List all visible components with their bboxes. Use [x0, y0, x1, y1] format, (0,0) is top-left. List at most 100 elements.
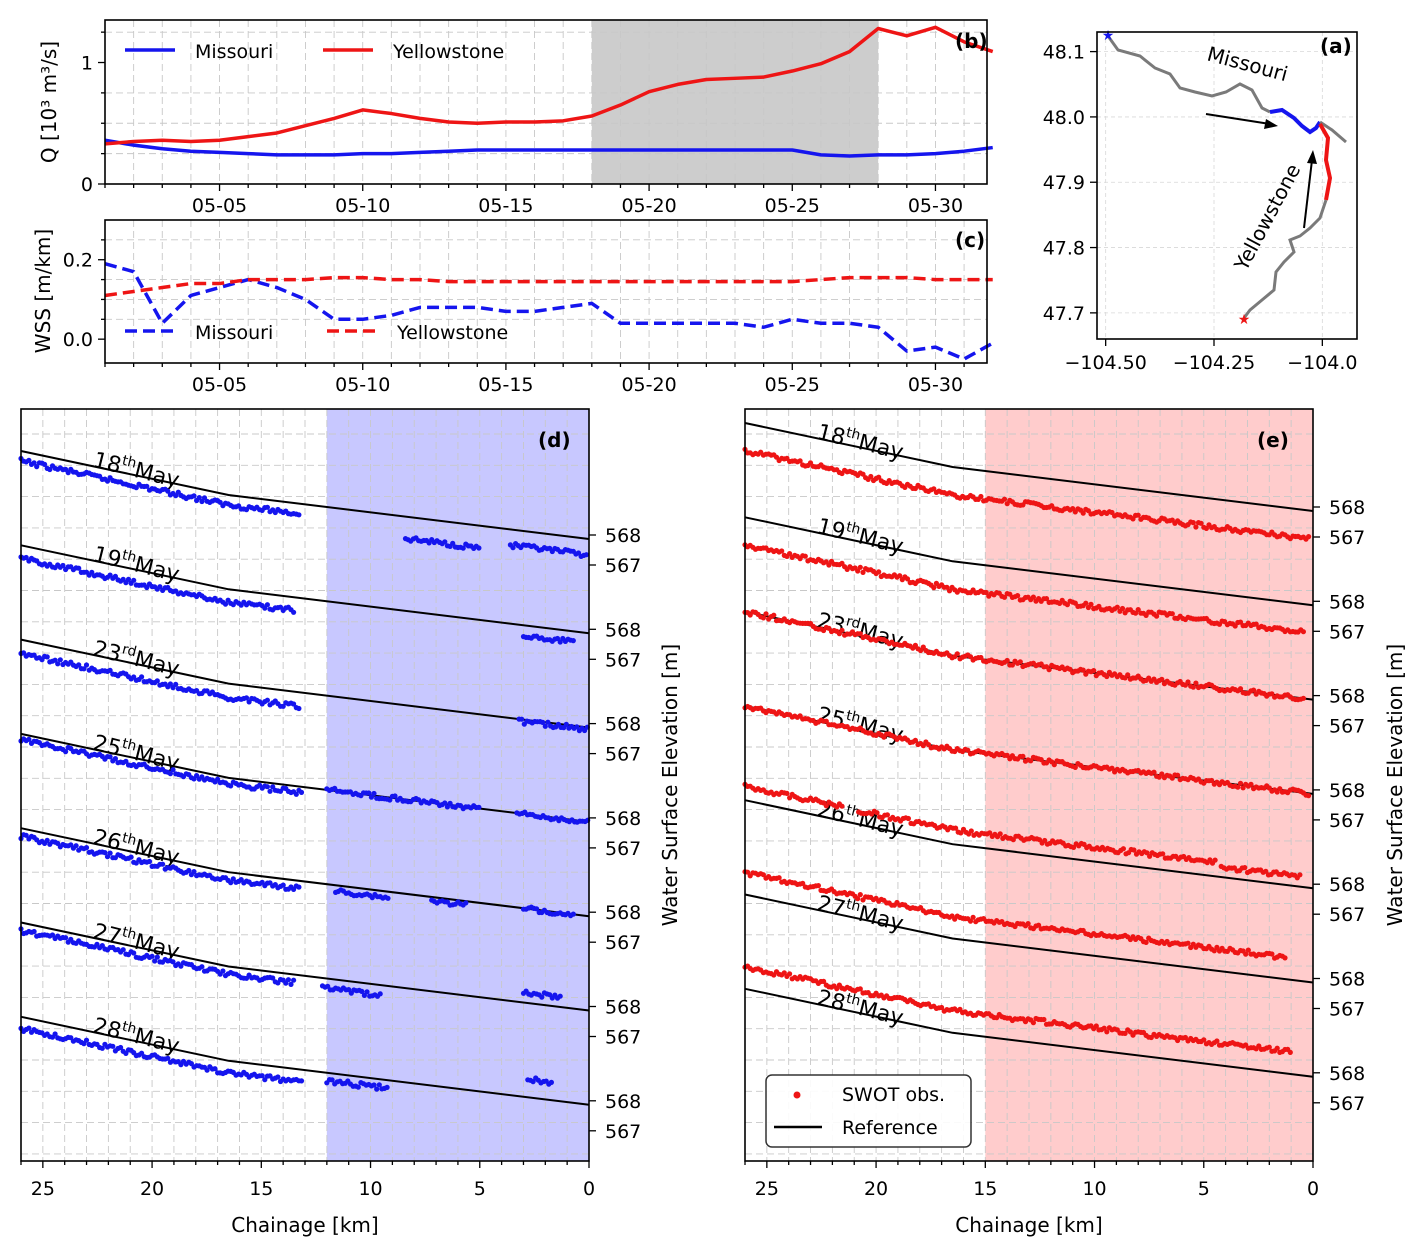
y-tick-label: 568	[605, 619, 641, 641]
legend-box	[765, 1074, 972, 1148]
y-tick-label: 567	[1329, 527, 1365, 549]
swot-observation-point	[1109, 765, 1115, 771]
swot-observation-point	[385, 895, 391, 901]
swot-observation-point	[802, 553, 808, 559]
swot-observation-point	[787, 551, 793, 557]
swot-observation-point	[167, 771, 173, 777]
profile-date-label: 23rdMay	[91, 635, 183, 682]
swot-observation-point	[1175, 772, 1181, 778]
panel-b-label: (b)	[955, 29, 988, 53]
y-tick-label: 1	[81, 53, 93, 75]
swot-observation-point	[545, 719, 551, 725]
swot-observation-point	[557, 993, 563, 999]
swot-observation-point	[1122, 1030, 1128, 1036]
y-tick-label: 48.1	[1043, 42, 1085, 64]
swot-observation-point	[83, 845, 90, 851]
y-tick-label: 568	[605, 525, 641, 547]
swot-observation-point	[476, 545, 482, 551]
swot-observation-point	[26, 1025, 32, 1031]
swot-observation-point	[26, 736, 32, 742]
x-tick-label: 05-30	[908, 374, 963, 396]
swot-observation-point	[839, 627, 845, 633]
swot-observation-point	[31, 460, 37, 466]
swot-observation-point	[355, 1084, 361, 1090]
reference-line	[744, 799, 1314, 890]
x-tick-label: 05-15	[478, 195, 533, 217]
swot-observation-point	[1159, 676, 1165, 683]
swot-observation-point	[570, 911, 576, 917]
swot-observation-point	[154, 954, 160, 960]
swot-observation-point	[144, 584, 150, 591]
swot-observation-point	[1306, 793, 1312, 799]
x-tick-label: 0	[583, 1178, 595, 1200]
swot-observation-point	[904, 576, 911, 582]
y-tick-label: 47.8	[1043, 238, 1085, 260]
y-tick-label: 568	[605, 1091, 641, 1113]
swot-observation-point	[264, 697, 270, 703]
swot-observation-point	[1001, 594, 1008, 600]
swot-observation-point	[83, 662, 90, 668]
swot-observation-point	[285, 977, 291, 983]
map-label-yellowstone: Yellowstone	[1229, 160, 1306, 276]
swot-observation-point	[876, 474, 882, 480]
y-tick-label: 48.0	[1043, 107, 1085, 129]
swot-observation-point	[196, 495, 202, 501]
profile-date-label: 25thMay	[91, 729, 183, 776]
swot-observation-point	[874, 810, 880, 816]
swot-observation-point	[368, 794, 374, 800]
y-tick-label: 568	[1329, 497, 1365, 519]
legend-missouri: Missouri	[195, 322, 273, 344]
swot-observation-point	[34, 464, 40, 470]
map-frame	[1096, 31, 1358, 340]
swot-observation-point	[23, 832, 29, 838]
swot-observation-point	[107, 850, 113, 856]
swot-observation-point	[1185, 940, 1191, 946]
swot-observation-point	[460, 545, 466, 551]
swot-observation-point	[112, 756, 118, 762]
y-tick-label: 0.0	[63, 329, 93, 351]
swot-observation-point	[377, 991, 383, 997]
swot-observation-point	[165, 488, 171, 494]
swot-observation-point	[366, 790, 372, 796]
swot-observation-point	[978, 493, 984, 500]
swot-observation-point	[104, 854, 111, 860]
y-tick-label: 568	[605, 902, 641, 924]
swot-observation-point	[978, 654, 984, 661]
series-yellowstone-line	[104, 25, 994, 146]
swot-observation-point	[1088, 601, 1094, 608]
swot-observation-point	[583, 552, 590, 558]
swot-observation-point	[52, 657, 58, 663]
swot-observation-point	[128, 854, 134, 860]
swot-observation-point	[1017, 659, 1023, 665]
swot-observation-point	[1212, 857, 1218, 863]
swot-observation-point	[965, 747, 971, 753]
swot-observation-point	[329, 1077, 335, 1083]
swot-observation-point	[291, 609, 297, 615]
panel-d-right-axis: 568 567 568 567 568 567 568 567 568 567 568 567 568 5…	[589, 525, 641, 1143]
swot-observation-point	[131, 950, 137, 956]
swot-observation-point	[186, 867, 192, 874]
swot-observation-point	[57, 657, 63, 663]
x-tick-label: 05-20	[621, 195, 676, 217]
y-tick-label: 568	[1329, 686, 1365, 708]
swot-observation-point	[107, 667, 113, 674]
slope-panel: 05-05 05-10 05-15 05-20 05-25 05-30 0.0 0.2 (c)…	[31, 219, 994, 396]
swot-observation-point	[154, 678, 160, 684]
swot-observation-point	[1025, 921, 1031, 927]
swot-observation-point	[120, 947, 126, 953]
x-tick-label: 0	[1307, 1178, 1319, 1200]
swot-observation-point	[787, 971, 793, 977]
map-grid	[1097, 32, 1357, 339]
swot-observation-point	[374, 1086, 380, 1092]
y-tick-label: 567	[1329, 904, 1365, 926]
reference-line	[744, 893, 1314, 984]
y-tick-label: 567	[605, 1027, 641, 1049]
reference-line	[744, 422, 1314, 512]
map-panel: ★ ★ Missouri Yellowstone −104.50 −104.25−…	[1043, 28, 1358, 374]
swot-observation-point	[1198, 520, 1204, 526]
swot-observation-point	[539, 994, 545, 1000]
swot-observation-point	[296, 884, 302, 890]
swot-observation-point	[73, 843, 79, 849]
x-tick-label: 05-05	[192, 374, 247, 396]
